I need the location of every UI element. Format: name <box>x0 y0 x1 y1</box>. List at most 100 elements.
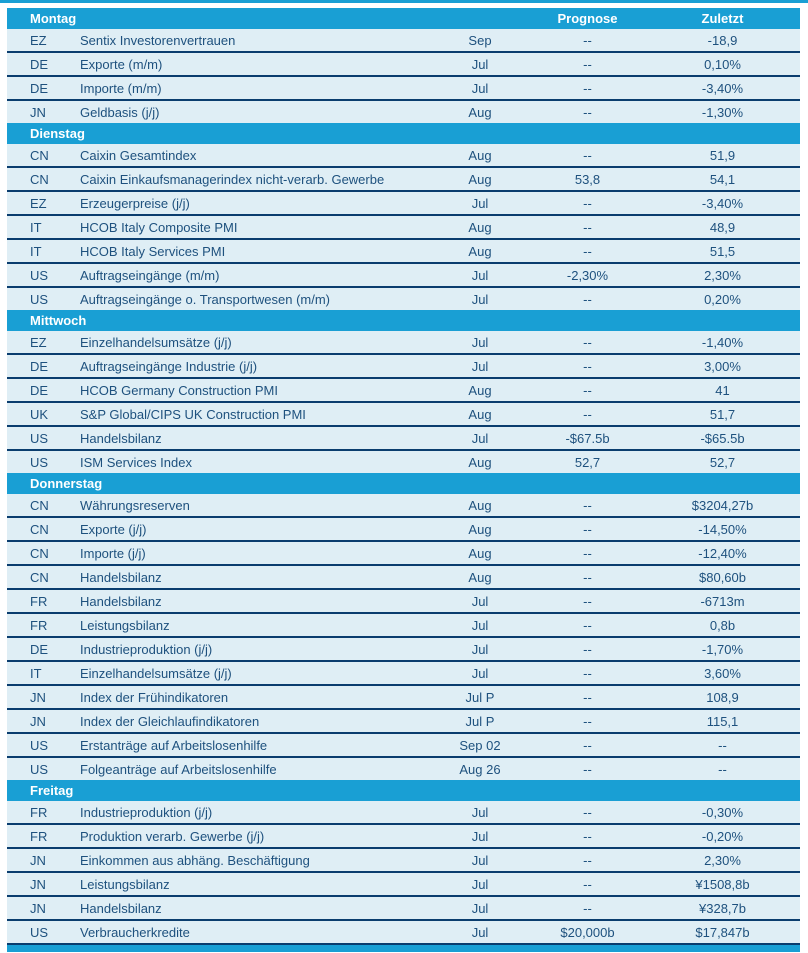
cell-indicator: Produktion verarb. Gewerbe (j/j) <box>80 828 265 844</box>
day-header: Donnerstag <box>7 473 800 494</box>
cell-prognose: -- <box>583 521 592 537</box>
cell-country-code: JN <box>30 713 46 729</box>
cell-indicator: Sentix Investorenvertrauen <box>80 32 236 48</box>
cell-period: Jul P <box>465 713 495 729</box>
cell-period: Jul <box>471 358 489 374</box>
cell-zuletzt: -3,40% <box>701 80 744 96</box>
cell-country-code: DE <box>30 358 49 374</box>
day-label: Freitag <box>30 783 74 798</box>
cell-indicator: Exporte (m/m) <box>80 56 163 72</box>
cell-zuletzt: 115,1 <box>706 713 739 729</box>
cell-country-code: FR <box>30 804 48 820</box>
cell-zuletzt: 48,9 <box>709 219 736 235</box>
cell-prognose: -2,30% <box>566 267 609 283</box>
cell-prognose: -- <box>583 737 592 753</box>
cell-indicator: Einkommen aus abhäng. Beschäftigung <box>80 852 310 868</box>
cell-prognose: -- <box>583 593 592 609</box>
cell-prognose: -- <box>583 641 592 657</box>
cell-country-code: JN <box>30 852 46 868</box>
cell-indicator: HCOB Italy Composite PMI <box>80 219 238 235</box>
table-row: FR Produktion verarb. Gewerbe (j/j) Jul -- -… <box>7 823 800 847</box>
cell-period: Jul <box>471 80 489 96</box>
cell-country-code: JN <box>30 900 46 916</box>
cell-country-code: EZ <box>30 32 47 48</box>
cell-period: Jul <box>471 828 489 844</box>
cell-period: Jul <box>471 665 489 681</box>
cell-prognose: -- <box>583 828 592 844</box>
cell-prognose: -- <box>583 382 592 398</box>
cell-period: Jul P <box>465 689 495 705</box>
cell-zuletzt: 2,30% <box>704 852 741 868</box>
column-header-zuletzt: Zuletzt <box>701 11 744 26</box>
cell-period: Jul <box>471 804 489 820</box>
table-row: DE Importe (m/m) Jul -- -3,40% <box>7 75 800 99</box>
cell-country-code: US <box>30 291 49 307</box>
cell-period: Aug 26 <box>459 761 501 777</box>
cell-indicator: Importe (j/j) <box>80 545 146 561</box>
cell-prognose: -- <box>583 334 592 350</box>
cell-zuletzt: 0,8b <box>709 617 736 633</box>
cell-prognose: -- <box>583 689 592 705</box>
cell-zuletzt: 108,9 <box>706 689 739 705</box>
table-row: FR Industrieproduktion (j/j) Jul -- -0,30% <box>7 801 800 823</box>
table-row: DE Exporte (m/m) Jul -- 0,10% <box>7 51 800 75</box>
cell-zuletzt: ¥328,7b <box>699 900 746 916</box>
cell-prognose: -- <box>583 804 592 820</box>
cell-indicator: Index der Frühindikatoren <box>80 689 229 705</box>
cell-prognose: -- <box>583 291 592 307</box>
cell-indicator: Handelsbilanz <box>80 593 162 609</box>
table-row: US Folgeanträge auf Arbeitslosenhilfe Aug … <box>7 756 800 780</box>
cell-zuletzt: -0,30% <box>701 804 744 820</box>
cell-indicator: ISM Services Index <box>80 454 192 470</box>
cell-prognose: -- <box>583 713 592 729</box>
cell-indicator: Auftragseingänge Industrie (j/j) <box>80 358 258 374</box>
cell-country-code: US <box>30 924 49 940</box>
table-row: FR Handelsbilanz Jul -- -6713m <box>7 588 800 612</box>
table-row: US ISM Services Index Aug 52,7 52,7 <box>7 449 800 473</box>
cell-country-code: IT <box>30 219 42 235</box>
cell-period: Jul <box>471 852 489 868</box>
day-header: Montag Prognose Zuletzt <box>7 8 800 29</box>
cell-period: Jul <box>471 291 489 307</box>
cell-prognose: -- <box>583 761 592 777</box>
cell-period: Jul <box>471 900 489 916</box>
cell-country-code: FR <box>30 828 48 844</box>
cell-country-code: CN <box>30 171 49 187</box>
cell-prognose: -- <box>583 852 592 868</box>
table-row: JN Handelsbilanz Jul -- ¥328,7b <box>7 895 800 919</box>
cell-prognose: -$67.5b <box>565 430 610 446</box>
table-row: US Erstanträge auf Arbeitslosenhilfe Sep 0… <box>7 732 800 756</box>
cell-period: Aug <box>468 545 492 561</box>
cell-prognose: -- <box>583 876 592 892</box>
cell-indicator: Leistungsbilanz <box>80 876 170 892</box>
table-row: IT Einzelhandelsumsätze (j/j) Jul -- 3,60% <box>7 660 800 684</box>
cell-country-code: DE <box>30 382 49 398</box>
table-row: US Auftragseingänge o. Transportwesen (m/… <box>7 286 800 310</box>
cell-indicator: HCOB Germany Construction PMI <box>80 382 278 398</box>
day-label: Montag <box>30 11 77 26</box>
cell-zuletzt: -- <box>718 761 727 777</box>
table-row: US Handelsbilanz Jul -$67.5b -$65.5b <box>7 425 800 449</box>
cell-period: Jul <box>471 924 489 940</box>
cell-indicator: Verbraucherkredite <box>80 924 190 940</box>
table-row: EZ Sentix Investorenvertrauen Sep -- -18,9 <box>7 29 800 51</box>
cell-period: Aug <box>468 104 492 120</box>
cell-zuletzt: $17,847b <box>695 924 750 940</box>
cell-prognose: -- <box>583 665 592 681</box>
cell-prognose: -- <box>583 32 592 48</box>
cell-indicator: Erstanträge auf Arbeitslosenhilfe <box>80 737 268 753</box>
table-row: CN Handelsbilanz Aug -- $80,60b <box>7 564 800 588</box>
table-row: CN Exporte (j/j) Aug -- -14,50% <box>7 516 800 540</box>
cell-indicator: Folgeanträge auf Arbeitslosenhilfe <box>80 761 277 777</box>
cell-country-code: DE <box>30 56 49 72</box>
cell-zuletzt: -1,70% <box>701 641 744 657</box>
cell-country-code: US <box>30 737 49 753</box>
cell-period: Jul <box>471 617 489 633</box>
cell-period: Jul <box>471 334 489 350</box>
day-header: Freitag <box>7 780 800 801</box>
table-row: DE HCOB Germany Construction PMI Aug -- 41 <box>7 377 800 401</box>
cell-indicator: Einzelhandelsumsätze (j/j) <box>80 334 232 350</box>
cell-country-code: UK <box>30 406 49 422</box>
cell-period: Jul <box>471 641 489 657</box>
